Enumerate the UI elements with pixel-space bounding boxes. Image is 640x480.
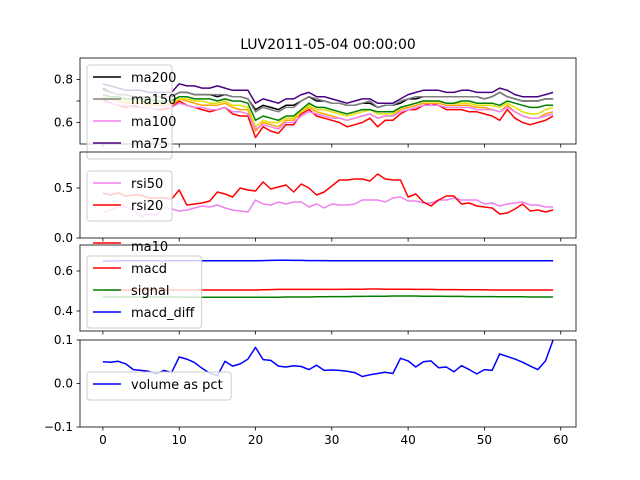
legend-rsi: rsi50 rsi20 xyxy=(86,170,173,222)
panel-volume-lines xyxy=(102,340,554,378)
legend-label: rsi20 xyxy=(131,199,163,214)
y-tick-label: 0.8 xyxy=(54,73,73,87)
chart-title: LUV2011-05-04 00:00:00 xyxy=(240,37,416,53)
legend-volume: volume as pct xyxy=(86,371,232,401)
series-line-ma20 xyxy=(102,95,554,128)
series-line-volume-as-pct xyxy=(102,340,554,378)
y-tick-label: 0.5 xyxy=(54,181,73,195)
legend-box xyxy=(86,371,232,401)
legend-box xyxy=(86,64,173,160)
legend-label: ma75 xyxy=(131,137,168,152)
legend-label: ma150 xyxy=(131,93,176,108)
y-tick-label: 0.0 xyxy=(54,231,73,245)
series-line-rsi20 xyxy=(102,173,554,215)
panel-ma: 0.6 0.8 ma200 ma150 ma100 ma75 xyxy=(54,57,577,160)
panel-rsi-frame xyxy=(79,151,577,239)
legend-label: rsi50 xyxy=(131,177,163,192)
panel-volume: −0.1 0.0 0.1 0 10 20 30 40 50 60 volume as pct xyxy=(44,333,577,447)
panel-rsi-lines xyxy=(102,173,554,218)
y-tick-label: 0.0 xyxy=(54,377,73,391)
series-line-ma10 xyxy=(102,98,554,139)
y-tick-label: 0.1 xyxy=(54,333,73,347)
x-tick-label: 40 xyxy=(400,433,415,447)
x-tick-label: 60 xyxy=(553,433,568,447)
panel-macd-frame xyxy=(79,244,577,332)
legend-label: signal xyxy=(131,284,169,299)
series-line-ma75 xyxy=(102,83,554,104)
legend-label: macd xyxy=(131,262,167,277)
y-tick-label: −0.1 xyxy=(44,420,73,434)
x-tick-label: 10 xyxy=(172,433,187,447)
x-tick-label: 20 xyxy=(248,433,263,447)
legend-label: volume as pct xyxy=(131,378,223,393)
legend-box xyxy=(86,255,203,329)
y-tick-label: 0.4 xyxy=(54,304,73,318)
x-tick-label: 30 xyxy=(324,433,339,447)
panel-rsi: 0.0 0.5 rsi50 rsi20 ma10 xyxy=(54,151,577,255)
legend-label: ma100 xyxy=(131,115,176,130)
series-line-rsi50 xyxy=(102,196,554,218)
x-tick-label: 50 xyxy=(477,433,492,447)
legend-label-overflow: ma10 xyxy=(131,240,168,255)
series-line-ma50 xyxy=(102,93,554,122)
legend-macd: macd signal macd_diff xyxy=(86,255,203,329)
panel-macd: 0.4 0.6 macd signal macd_diff xyxy=(54,244,577,335)
legend-label: macd_diff xyxy=(131,306,195,321)
series-line-ma150 xyxy=(102,89,554,113)
panel-ma-lines xyxy=(102,83,554,139)
legend-label: ma200 xyxy=(131,71,176,86)
y-tick-label: 0.6 xyxy=(54,116,73,130)
legend-ma: ma200 ma150 ma100 ma75 xyxy=(86,64,176,160)
series-line-ma100 xyxy=(102,100,554,130)
x-tick-label: 0 xyxy=(99,433,107,447)
y-tick-label: 0.6 xyxy=(54,264,73,278)
